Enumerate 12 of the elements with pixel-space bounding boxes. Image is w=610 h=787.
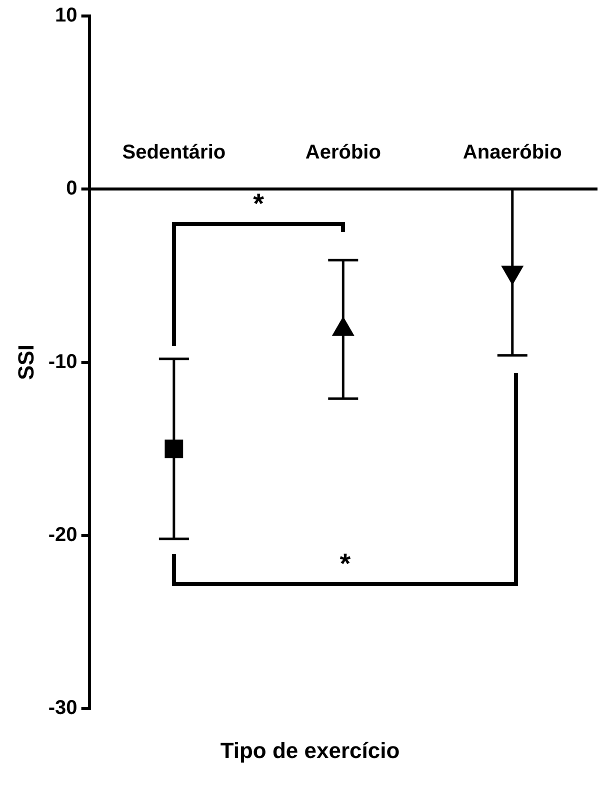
annotation: * — [340, 548, 351, 579]
y-tick-label: -30 — [48, 697, 78, 720]
x-tick-label: Aeróbio — [305, 142, 381, 164]
y-tick-label: 0 — [66, 178, 78, 200]
x-axis-title: Tipo de exercício — [220, 738, 400, 763]
y-tick-label: -10 — [48, 350, 78, 373]
annotation: * — [253, 188, 264, 220]
x-tick-label: Sedentário — [122, 142, 226, 164]
y-tick-label: 10 — [55, 4, 78, 27]
y-axis-title: SSI — [13, 344, 38, 380]
x-tick-label: Anaeróbio — [462, 142, 562, 164]
y-tick-label: -20 — [48, 524, 78, 546]
